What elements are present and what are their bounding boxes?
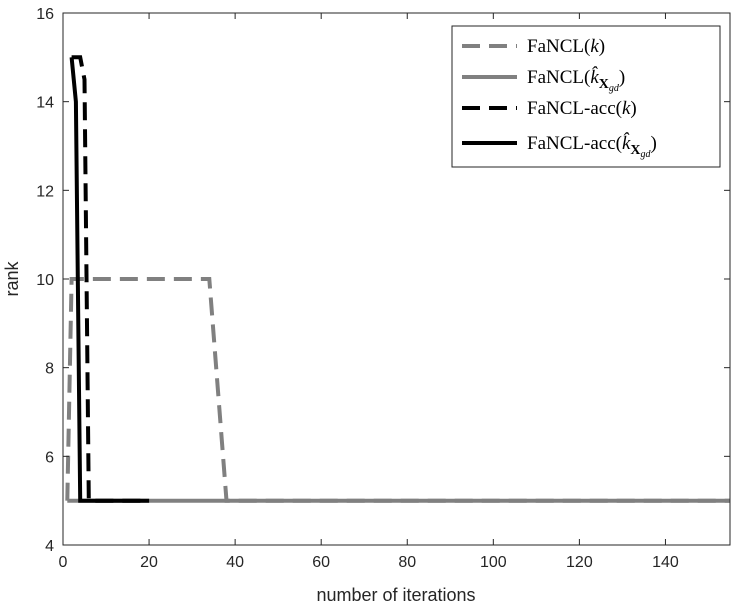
legend-entry-2: FaNCL(k̂Xgd) <box>527 66 625 94</box>
legend: FaNCL(k) FaNCL(k̂Xgd) FaNCL-acc(k) FaNCL-ac… <box>451 25 721 168</box>
x-tick-label: 140 <box>652 554 679 571</box>
y-tick-label: 8 <box>45 361 54 378</box>
x-tick-label: 40 <box>226 554 244 571</box>
x-tick-label: 0 <box>59 554 68 571</box>
legend-entry-3: FaNCL-acc(k) <box>527 98 637 119</box>
legend-entry-1: FaNCL(k) <box>527 36 605 57</box>
y-tick-label: 6 <box>45 449 54 466</box>
y-tick-label: 12 <box>36 183 54 200</box>
x-tick-label: 100 <box>480 554 507 571</box>
x-tick-label: 120 <box>566 554 593 571</box>
x-tick-label: 20 <box>140 554 158 571</box>
y-tick-label: 16 <box>36 6 54 23</box>
y-tick-label: 14 <box>36 95 54 112</box>
series-layer <box>65 55 730 503</box>
y-tick-label: 10 <box>36 272 54 289</box>
y-axis-label: rank <box>2 260 22 296</box>
x-axis-label: number of iterations <box>316 585 475 605</box>
tick-layer: 0 20 40 60 80 100 120 140 4 6 8 10 12 14 16 <box>36 6 730 571</box>
series-line-1 <box>65 277 730 503</box>
x-tick-label: 60 <box>312 554 330 571</box>
y-tick-label: 4 <box>45 538 54 555</box>
legend-entry-4: FaNCL-acc(k̂Xgd) <box>527 132 657 160</box>
series-line-4 <box>69 57 150 503</box>
x-tick-label: 80 <box>398 554 416 571</box>
